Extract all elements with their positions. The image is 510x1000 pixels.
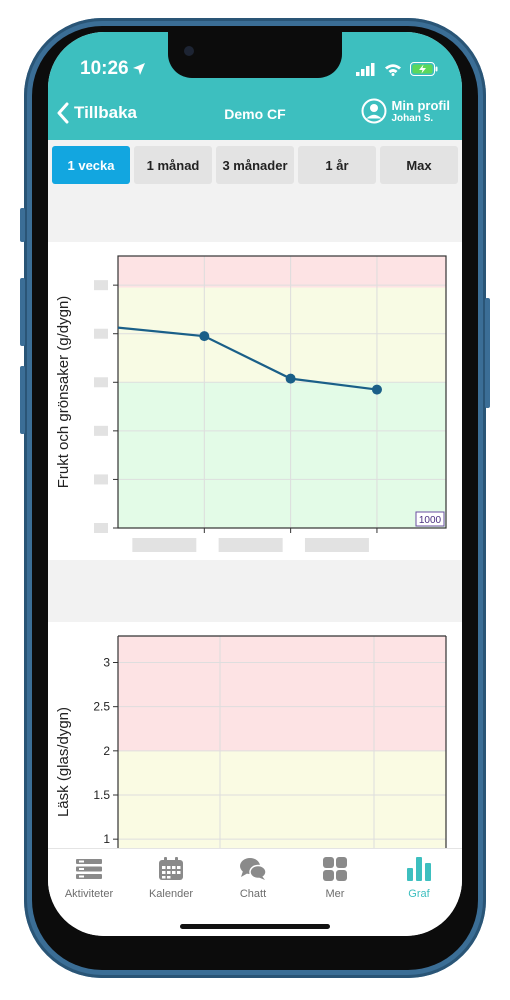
- plot-border: [117, 255, 447, 529]
- period-selector: 1 vecka 1 månad 3 månader 1 år Max: [52, 146, 458, 184]
- volume-down-button: [20, 366, 25, 434]
- y-tick-label-blurred: [94, 328, 108, 339]
- y-tick-label: 2.5: [93, 700, 110, 714]
- calendar-icon: [159, 857, 183, 880]
- y-tick-label-blurred: [94, 474, 108, 485]
- chart-panel-fruit: 1000 Frukt och grönsaker (g/dygn): [48, 242, 462, 560]
- y-axis-label: Läsk (glas/dygn): [55, 707, 72, 817]
- y-tick-label: 3: [103, 656, 110, 670]
- back-label: Tillbaka: [74, 103, 137, 122]
- tab-label-chatt: Chatt: [239, 888, 267, 900]
- wifi-icon: [385, 63, 401, 76]
- y-tick-label: 1.5: [93, 788, 110, 802]
- back-button[interactable]: Tillbaka: [56, 102, 137, 124]
- x-tick-label-blurred: [218, 538, 283, 552]
- data-point: [371, 384, 382, 395]
- tab-kalender[interactable]: Kalender: [130, 857, 212, 900]
- tab-chatt[interactable]: Chatt: [212, 857, 294, 900]
- page-title: Demo CF: [224, 106, 286, 122]
- status-time: 10:26: [80, 58, 129, 79]
- power-button: [485, 298, 490, 408]
- y-tick-label: 1: [103, 832, 110, 846]
- activities-icon: [76, 859, 102, 879]
- bar-chart-icon: [407, 857, 431, 881]
- chart-panel-soda: 1 1.5 2 2.5 3 Läsk (glas/dygn): [48, 622, 462, 848]
- profile-button[interactable]: Min profil Johan S.: [361, 97, 451, 124]
- bottom-tab-bar: Aktiviteter Kalender Chatt Mer Graf: [48, 848, 462, 936]
- threshold-band-1: [118, 636, 446, 751]
- soda-chart: 1 1.5 2 2.5 3 Läsk (glas/dygn): [55, 635, 447, 848]
- user-avatar-icon: [361, 98, 386, 124]
- period-1-month[interactable]: 1 månad: [134, 146, 212, 184]
- tab-mer[interactable]: Mer: [294, 857, 376, 900]
- chat-icon: [240, 858, 267, 880]
- tab-label-mer: Mer: [325, 888, 345, 900]
- data-point: [199, 331, 210, 342]
- app-screen: 10:26 Tillbaka Demo CF Min profil Johan …: [48, 32, 462, 936]
- y-tick-label-blurred: [94, 425, 108, 436]
- threshold-band-0: [118, 750, 446, 848]
- status-bar: 10:26: [48, 32, 462, 90]
- period-max[interactable]: Max: [380, 146, 458, 184]
- threshold-band-2: [118, 256, 446, 288]
- data-point: [285, 373, 296, 384]
- mute-switch: [20, 208, 25, 242]
- y-tick-label-blurred: [94, 377, 108, 388]
- volume-up-button: [20, 278, 25, 346]
- y-tick-label-blurred: [94, 523, 108, 533]
- y-axis-label: Frukt och grönsaker (g/dygn): [55, 296, 72, 489]
- location-arrow-icon: [133, 63, 145, 75]
- tab-aktiviteter[interactable]: Aktiviteter: [48, 857, 130, 900]
- period-1-year[interactable]: 1 år: [298, 146, 376, 184]
- y-tick-label: 2: [103, 744, 110, 758]
- badge-label: 1000: [419, 515, 442, 526]
- signal-icon: [356, 62, 375, 76]
- x-tick-label-blurred: [132, 538, 197, 552]
- threshold-band-1: [118, 287, 446, 383]
- tab-label-kalender: Kalender: [148, 888, 194, 900]
- fruit-vegetables-chart: 1000 Frukt och grönsaker (g/dygn): [55, 255, 447, 552]
- y-tick-label-blurred: [94, 280, 108, 291]
- period-3-months[interactable]: 3 månader: [216, 146, 294, 184]
- threshold-band-0: [118, 382, 446, 528]
- profile-label: Min profil: [391, 97, 451, 113]
- tab-label-graf: Graf: [408, 888, 430, 900]
- nav-header: Tillbaka Demo CF Min profil Johan S.: [48, 90, 462, 140]
- home-indicator: [180, 924, 330, 929]
- camera-notch: [168, 32, 342, 78]
- tab-graf[interactable]: Graf: [378, 857, 460, 900]
- series-line: [117, 326, 378, 391]
- profile-user-name: Johan S.: [391, 112, 434, 124]
- period-1-week[interactable]: 1 vecka: [52, 146, 130, 184]
- chevron-left-icon: [57, 102, 69, 124]
- battery-charging-icon: [410, 62, 438, 76]
- badge-box: [415, 511, 445, 527]
- grid-icon: [323, 857, 347, 881]
- x-tick-label-blurred: [304, 538, 369, 552]
- tab-label-aktiviteter: Aktiviteter: [64, 888, 114, 900]
